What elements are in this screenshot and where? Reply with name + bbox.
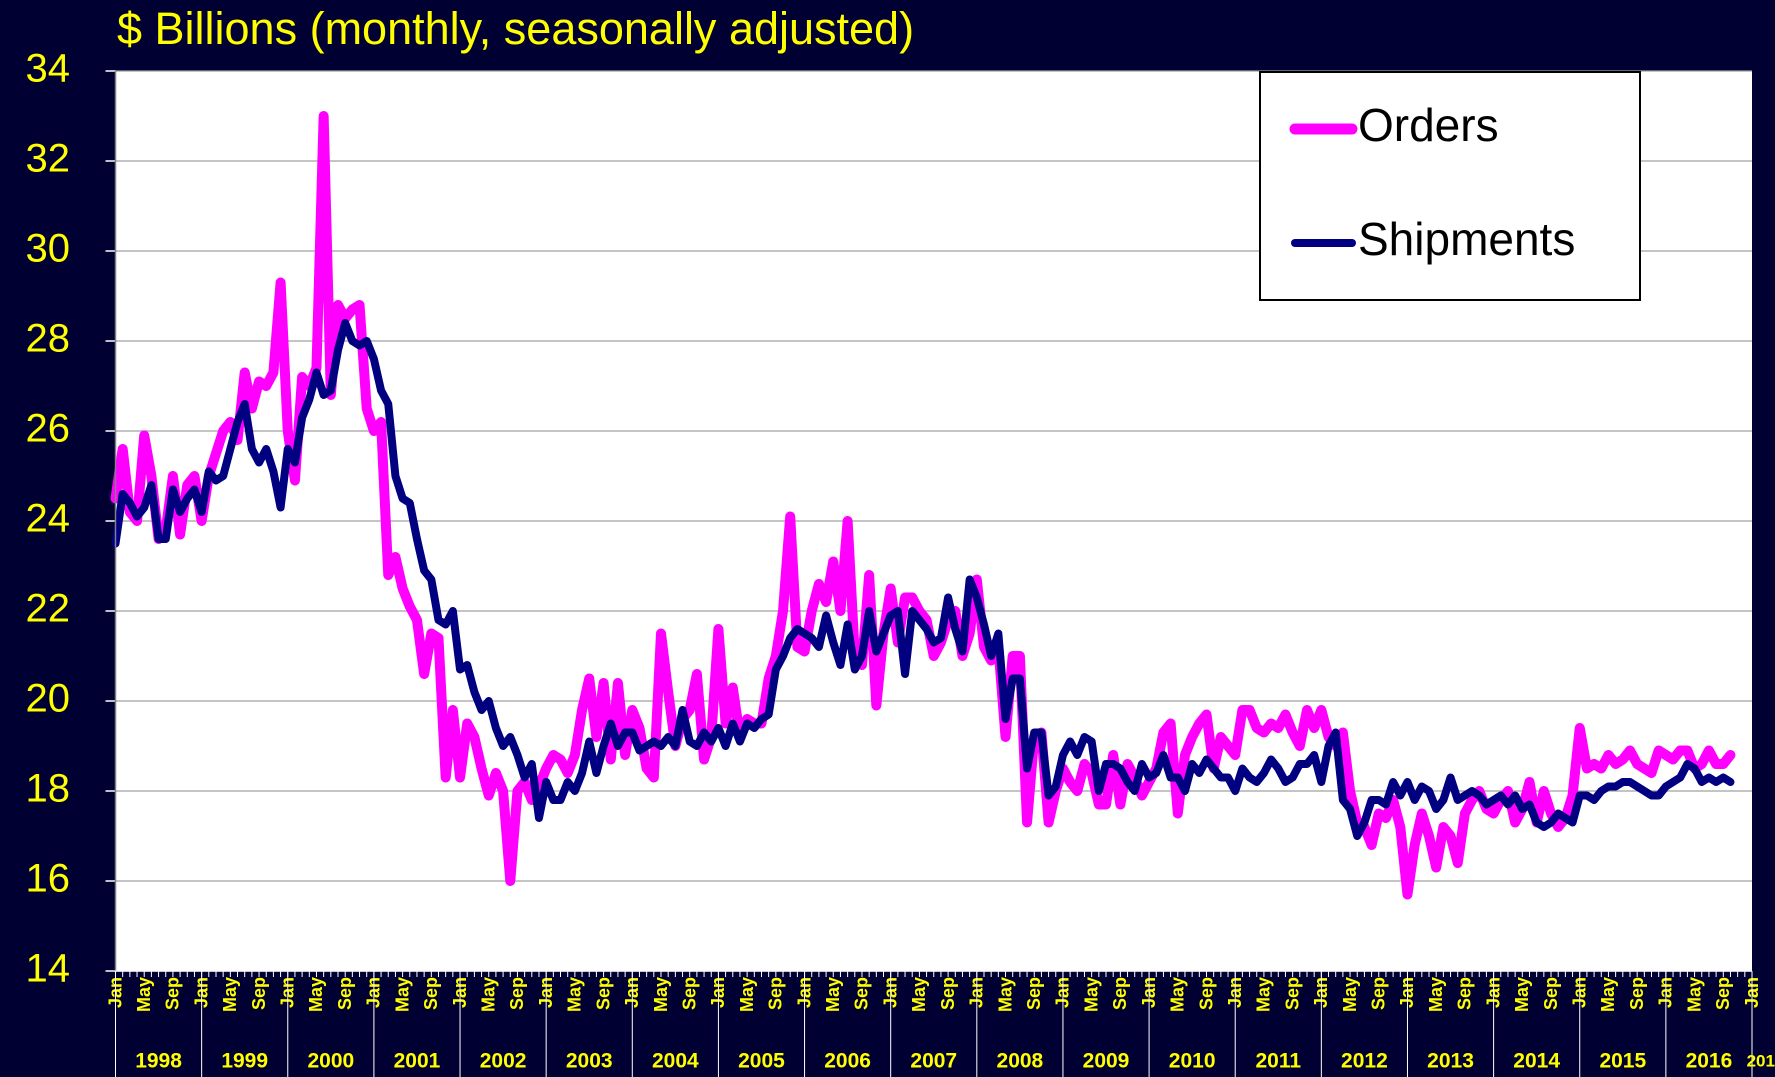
x-tick-label: May — [392, 977, 412, 1012]
year-label: 2004 — [652, 1050, 699, 1073]
y-tick-label: 14 — [26, 947, 71, 991]
y-tick-label: 18 — [26, 767, 71, 811]
series-line — [111, 319, 1735, 840]
x-tick-label: Sep — [852, 977, 872, 1010]
x-tick-label: Sep — [679, 977, 699, 1010]
x-tick-label: May — [1512, 977, 1532, 1012]
x-tick-label: May — [1598, 977, 1618, 1012]
year-label: 2005 — [738, 1050, 785, 1073]
year-label: 2010 — [1169, 1050, 1216, 1073]
x-tick-label: Sep — [163, 977, 183, 1010]
year-label: 2017 — [1747, 1051, 1775, 1070]
x-tick-label: Sep — [1627, 977, 1647, 1010]
x-tick-label: May — [823, 977, 843, 1012]
year-label: 2012 — [1341, 1050, 1388, 1073]
x-tick-label: Sep — [1541, 977, 1561, 1010]
year-label: 1999 — [221, 1050, 268, 1073]
y-tick-label: 26 — [26, 407, 71, 451]
series-line — [110, 111, 1736, 900]
legend-box — [1259, 71, 1641, 301]
x-tick-label: May — [1168, 977, 1188, 1012]
y-tick-label: 20 — [26, 677, 71, 721]
chart-title: $ Billions (monthly, seasonally adjusted… — [117, 3, 914, 54]
x-tick-label: Sep — [1024, 977, 1044, 1010]
x-tick-label: May — [565, 977, 585, 1012]
x-tick-label: Sep — [766, 977, 786, 1010]
x-tick-label: Sep — [421, 977, 441, 1010]
year-label: 2000 — [307, 1050, 354, 1073]
year-label: 2009 — [1083, 1050, 1130, 1073]
y-tick-label: 34 — [26, 47, 71, 91]
year-label: 1998 — [135, 1050, 182, 1073]
x-tick-label: Sep — [938, 977, 958, 1010]
x-tick-label: May — [306, 977, 326, 1012]
x-tick-label: Sep — [1369, 977, 1389, 1010]
year-label: 2013 — [1427, 1050, 1474, 1073]
x-tick-label: May — [1340, 977, 1360, 1012]
x-tick-label: May — [478, 977, 498, 1012]
y-tick-label: 22 — [26, 587, 71, 631]
x-tick-label: Sep — [1110, 977, 1130, 1010]
year-label: 2014 — [1513, 1050, 1560, 1073]
x-tick-label: Sep — [593, 977, 613, 1010]
year-label: 2008 — [997, 1050, 1044, 1073]
legend-label: Orders — [1358, 99, 1499, 151]
y-tick-label: 28 — [26, 317, 71, 361]
x-tick-label: Sep — [1713, 977, 1733, 1010]
x-tick-label: May — [1081, 977, 1101, 1012]
x-tick-label: Sep — [335, 977, 355, 1010]
x-tick-label: May — [651, 977, 671, 1012]
year-label: 2003 — [566, 1050, 613, 1073]
y-tick-label: 16 — [26, 857, 71, 901]
x-tick-label: Sep — [507, 977, 527, 1010]
y-tick-label: 32 — [26, 137, 71, 181]
x-tick-label: May — [909, 977, 929, 1012]
lines — [110, 111, 1736, 900]
x-tick-label: May — [995, 977, 1015, 1012]
year-label: 2007 — [910, 1050, 957, 1073]
x-tick-label: Sep — [249, 977, 269, 1010]
x-tick-label: Sep — [1196, 977, 1216, 1010]
legend: Orders Shipments — [1289, 99, 1575, 265]
x-tick-label: Sep — [1455, 977, 1475, 1010]
x-tick-label: May — [1684, 977, 1704, 1012]
x-tick-label: Sep — [1282, 977, 1302, 1010]
y-tick-label: 30 — [26, 227, 71, 271]
x-tick-label: May — [737, 977, 757, 1012]
year-label: 2002 — [480, 1050, 527, 1073]
x-axis: Jan May Sep Jan May Sep Jan May Sep Jan May Sep Jan M… — [105, 71, 1775, 1077]
x-tick-label: May — [134, 977, 154, 1012]
x-tick-label: May — [1254, 977, 1274, 1012]
year-label: 2016 — [1686, 1050, 1733, 1073]
year-label: 2011 — [1255, 1050, 1301, 1073]
x-tick-label: May — [220, 977, 240, 1012]
x-tick-label: May — [1426, 977, 1446, 1012]
y-tick-label: 24 — [26, 497, 71, 541]
year-label: 2015 — [1599, 1050, 1646, 1073]
legend-label: Shipments — [1358, 213, 1575, 265]
year-label: 2001 — [394, 1050, 441, 1073]
year-label: 2006 — [824, 1050, 871, 1073]
